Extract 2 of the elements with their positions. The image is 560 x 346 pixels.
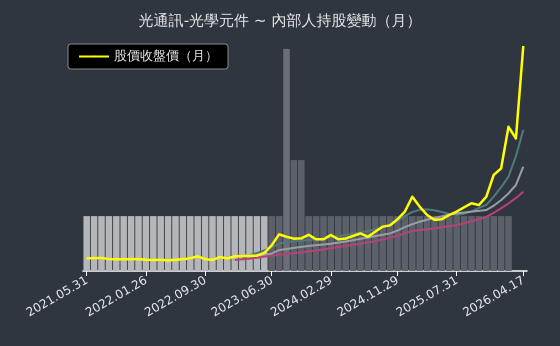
legend-label: 股價收盤價（月） — [114, 49, 218, 64]
chart-title: 光通訊-光學元件 ~ 內部人持股變動（月） — [138, 12, 422, 30]
